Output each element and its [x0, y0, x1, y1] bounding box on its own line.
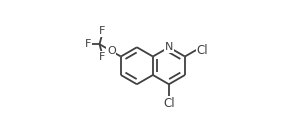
Text: Cl: Cl — [163, 97, 175, 110]
Text: O: O — [107, 46, 116, 56]
Text: F: F — [85, 39, 91, 49]
Text: F: F — [98, 26, 105, 36]
Text: Cl: Cl — [196, 44, 208, 56]
Text: F: F — [98, 52, 105, 62]
Text: N: N — [165, 42, 173, 52]
